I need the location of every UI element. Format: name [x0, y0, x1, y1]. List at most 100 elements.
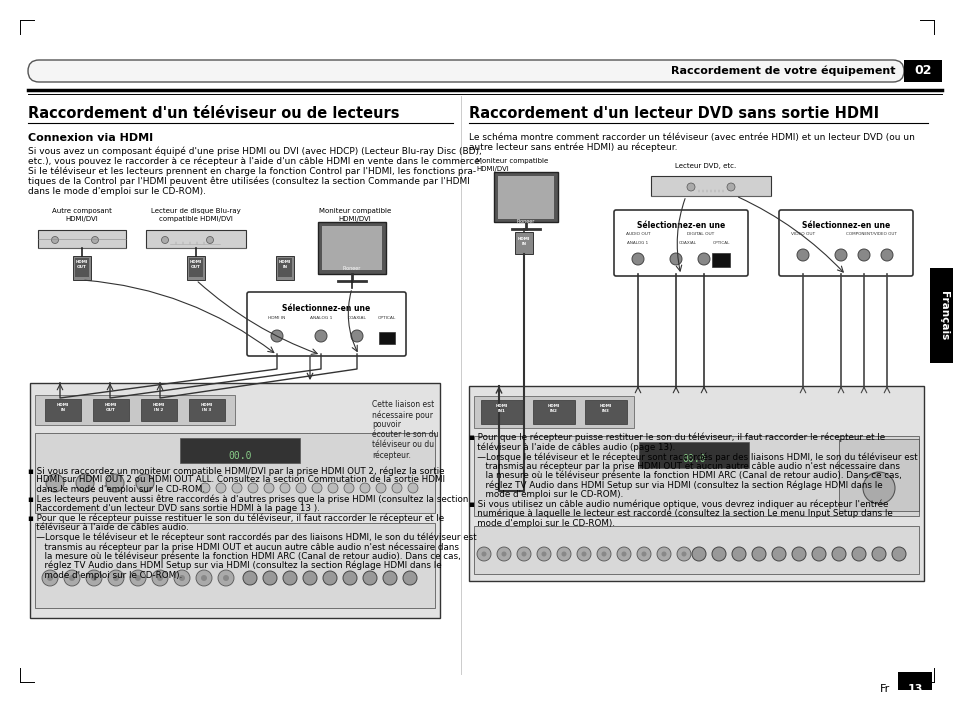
Circle shape [351, 330, 363, 342]
Text: HDMI
OUT: HDMI OUT [105, 403, 117, 411]
Circle shape [680, 552, 686, 557]
Text: récepteur.: récepteur. [372, 450, 411, 460]
Circle shape [811, 547, 825, 561]
Circle shape [283, 571, 296, 585]
Circle shape [751, 547, 765, 561]
Circle shape [857, 249, 869, 261]
Text: Pioneer: Pioneer [517, 219, 535, 224]
Text: OPTICAL: OPTICAL [712, 241, 729, 245]
Bar [45, 399, 81, 421]
Bar [480, 400, 522, 424]
Circle shape [112, 575, 119, 581]
Text: DIGITAL OUT: DIGITAL OUT [687, 232, 714, 236]
Circle shape [223, 575, 229, 581]
Text: mode d'emploi sur le CD-ROM).: mode d'emploi sur le CD-ROM). [469, 490, 622, 499]
Circle shape [157, 575, 163, 581]
FancyBboxPatch shape [247, 292, 406, 356]
Text: Pioneer: Pioneer [342, 266, 361, 271]
Circle shape [669, 253, 681, 265]
Circle shape [264, 483, 274, 493]
Text: HDMI
OUT: HDMI OUT [75, 260, 88, 269]
Circle shape [108, 570, 124, 586]
Circle shape [280, 483, 290, 493]
Circle shape [328, 483, 337, 493]
Circle shape [631, 253, 643, 265]
Circle shape [363, 571, 376, 585]
Circle shape [711, 547, 725, 561]
Text: HDMI
IN: HDMI IN [278, 260, 291, 269]
Circle shape [601, 552, 606, 557]
Text: compatible HDMI/DVI: compatible HDMI/DVI [159, 216, 233, 222]
Circle shape [851, 547, 865, 561]
Bar [317, 222, 386, 274]
Text: HDMI/DVI: HDMI/DVI [66, 216, 98, 222]
Bar [35, 433, 435, 513]
Circle shape [106, 474, 124, 492]
Circle shape [796, 249, 808, 261]
Bar [75, 258, 89, 277]
Bar [189, 258, 203, 277]
Bar [146, 230, 246, 248]
Text: dans le mode d'emploi sur le CD-ROM.: dans le mode d'emploi sur le CD-ROM. [28, 485, 205, 494]
Circle shape [173, 570, 190, 586]
Text: transmis au récepteur par la prise HDMI OUT et aucun autre câble audio n'est néc: transmis au récepteur par la prise HDMI … [28, 542, 458, 552]
Text: Sélectionnez-en une: Sélectionnez-en une [801, 221, 889, 230]
Bar [474, 396, 634, 428]
Text: ▪ Si vous utilisez un câble audio numérique optique, vous devrez indiquer au réc: ▪ Si vous utilisez un câble audio numéri… [469, 500, 887, 509]
Circle shape [248, 483, 257, 493]
Circle shape [359, 483, 370, 493]
Circle shape [677, 547, 690, 561]
Bar [322, 226, 381, 270]
Bar [639, 442, 748, 468]
Circle shape [51, 237, 58, 244]
Circle shape [791, 547, 805, 561]
Text: réglez TV Audio dans HDMI Setup sur via HDMI (consultez la section Réglage HDMI : réglez TV Audio dans HDMI Setup sur via … [469, 480, 882, 490]
Text: Français: Français [938, 291, 948, 340]
Text: Lecteur de disque Blu-ray: Lecteur de disque Blu-ray [151, 208, 240, 214]
Circle shape [657, 547, 670, 561]
Circle shape [195, 570, 212, 586]
Circle shape [476, 547, 491, 561]
Circle shape [686, 183, 695, 191]
Circle shape [597, 547, 610, 561]
Circle shape [577, 547, 590, 561]
Text: Moniteur compatible: Moniteur compatible [318, 208, 391, 214]
Bar [189, 399, 225, 421]
FancyBboxPatch shape [614, 210, 747, 276]
Circle shape [561, 552, 566, 557]
Bar [38, 230, 126, 248]
Text: ▪ Si vous raccordez un moniteur compatible HDMI/DVI par la prise HDMI OUT 2, rég: ▪ Si vous raccordez un moniteur compatib… [28, 466, 444, 475]
Circle shape [402, 571, 416, 585]
Circle shape [69, 575, 75, 581]
Circle shape [382, 571, 396, 585]
Circle shape [637, 547, 650, 561]
Circle shape [834, 249, 846, 261]
Circle shape [640, 552, 646, 557]
Bar [474, 436, 918, 516]
Text: —Lorsque le téléviseur et le récepteur sont raccordés par des liaisons HDMI, le : —Lorsque le téléviseur et le récepteur s… [469, 452, 917, 461]
Circle shape [161, 237, 169, 244]
Circle shape [831, 547, 845, 561]
Bar [711, 253, 729, 267]
Circle shape [243, 571, 256, 585]
Bar [474, 526, 918, 574]
Circle shape [135, 575, 141, 581]
Text: HDMI/DVI: HDMI/DVI [476, 166, 508, 172]
Text: etc.), vous pouvez le raccorder à ce récepteur à l'aide d'un câble HDMI en vente: etc.), vous pouvez le raccorder à ce réc… [28, 157, 482, 166]
Text: Lecteur DVD, etc.: Lecteur DVD, etc. [675, 163, 736, 169]
Circle shape [344, 483, 354, 493]
Text: ANALOG 1: ANALOG 1 [310, 316, 332, 320]
Circle shape [880, 249, 892, 261]
Circle shape [617, 547, 630, 561]
Text: COAXIAL: COAXIAL [347, 316, 366, 320]
Text: COAXIAL: COAXIAL [679, 241, 697, 245]
Text: Raccordement de votre équipement: Raccordement de votre équipement [671, 66, 895, 77]
Circle shape [271, 330, 283, 342]
Circle shape [46, 474, 64, 492]
Text: transmis au récepteur par la prise HDMI OUT et aucun autre câble audio n'est néc: transmis au récepteur par la prise HDMI … [469, 461, 899, 471]
Text: Sélectionnez-en une: Sélectionnez-en une [282, 304, 370, 313]
Bar [494, 172, 558, 222]
Bar [35, 395, 234, 425]
Circle shape [408, 483, 417, 493]
Circle shape [497, 547, 511, 561]
